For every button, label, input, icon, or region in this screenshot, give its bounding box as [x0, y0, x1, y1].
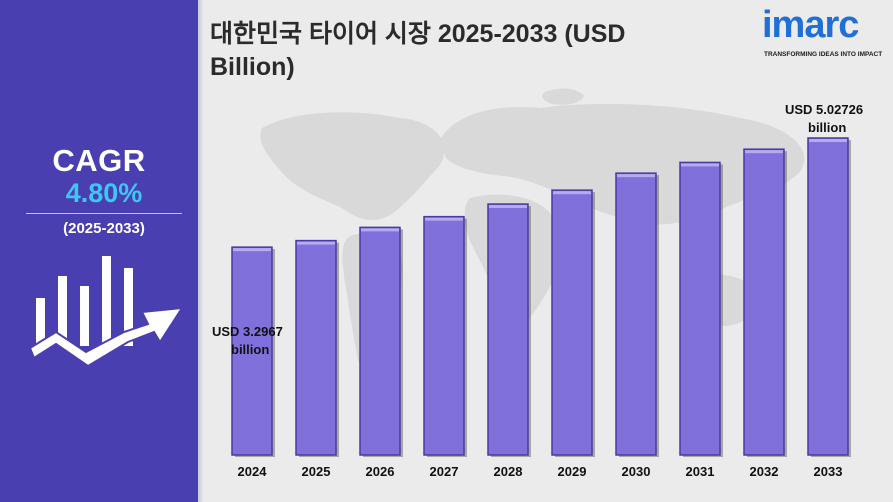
- x-tick-label: 2033: [814, 464, 843, 479]
- cagr-value: 4.80%: [65, 178, 143, 208]
- bar-top-highlight: [745, 150, 783, 154]
- bar-top-highlight: [553, 191, 591, 195]
- last-bar-callout-line1: USD 5.02726: [785, 102, 863, 117]
- cagr-label: CAGR: [52, 143, 146, 178]
- x-tick-label: 2031: [686, 464, 715, 479]
- x-tick-label: 2028: [494, 464, 523, 479]
- bar-top-highlight: [617, 174, 655, 178]
- x-tick-label: 2024: [238, 464, 268, 479]
- first-bar-callout-line2: billion: [231, 342, 269, 357]
- bar-2027: [423, 215, 465, 456]
- x-tick-label: 2030: [622, 464, 651, 479]
- bar-top-highlight: [425, 217, 463, 221]
- bar-2033: [807, 137, 849, 456]
- last-bar-callout-line2: billion: [808, 120, 846, 135]
- logo-tagline: TRANSFORMING IDEAS INTO IMPACT: [764, 51, 883, 58]
- first-bar-callout-line1: USD 3.2967: [212, 324, 283, 339]
- cagr-sidebar: CAGR 4.80% (2025-2033): [0, 0, 198, 502]
- sidebar-shadow: [198, 0, 204, 502]
- bar-2026: [359, 226, 401, 456]
- logo-wordmark: imarc: [762, 4, 859, 46]
- chart-title: 대한민국 타이어 시장 2025-2033 (USD Billion): [210, 20, 626, 81]
- bar-2032: [743, 148, 785, 456]
- x-tick-label: 2029: [558, 464, 587, 479]
- bar-2025: [295, 239, 337, 456]
- imarc-logo[interactable]: imarc TRANSFORMING IDEAS INTO IMPACT: [760, 4, 884, 66]
- bar-top-highlight: [681, 163, 719, 167]
- x-tick-label: 2025: [302, 464, 331, 479]
- x-tick-label: 2027: [430, 464, 459, 479]
- growth-chart-icon: [28, 256, 184, 368]
- bar-top-highlight: [489, 205, 527, 209]
- bar-top-highlight: [233, 248, 271, 252]
- bar-2030: [615, 172, 657, 456]
- bar-2029: [551, 189, 593, 456]
- bar-2028: [487, 203, 529, 456]
- bar-2024: [231, 246, 273, 456]
- x-tick-label: 2026: [366, 464, 395, 479]
- cagr-period: (2025-2033): [63, 220, 145, 237]
- x-tick-label: 2032: [750, 464, 779, 479]
- bar-2031: [679, 161, 721, 456]
- bar-top-highlight: [297, 241, 335, 245]
- bar-top-highlight: [809, 139, 847, 142]
- bar-top-highlight: [361, 228, 399, 232]
- cagr-divider: [26, 213, 182, 214]
